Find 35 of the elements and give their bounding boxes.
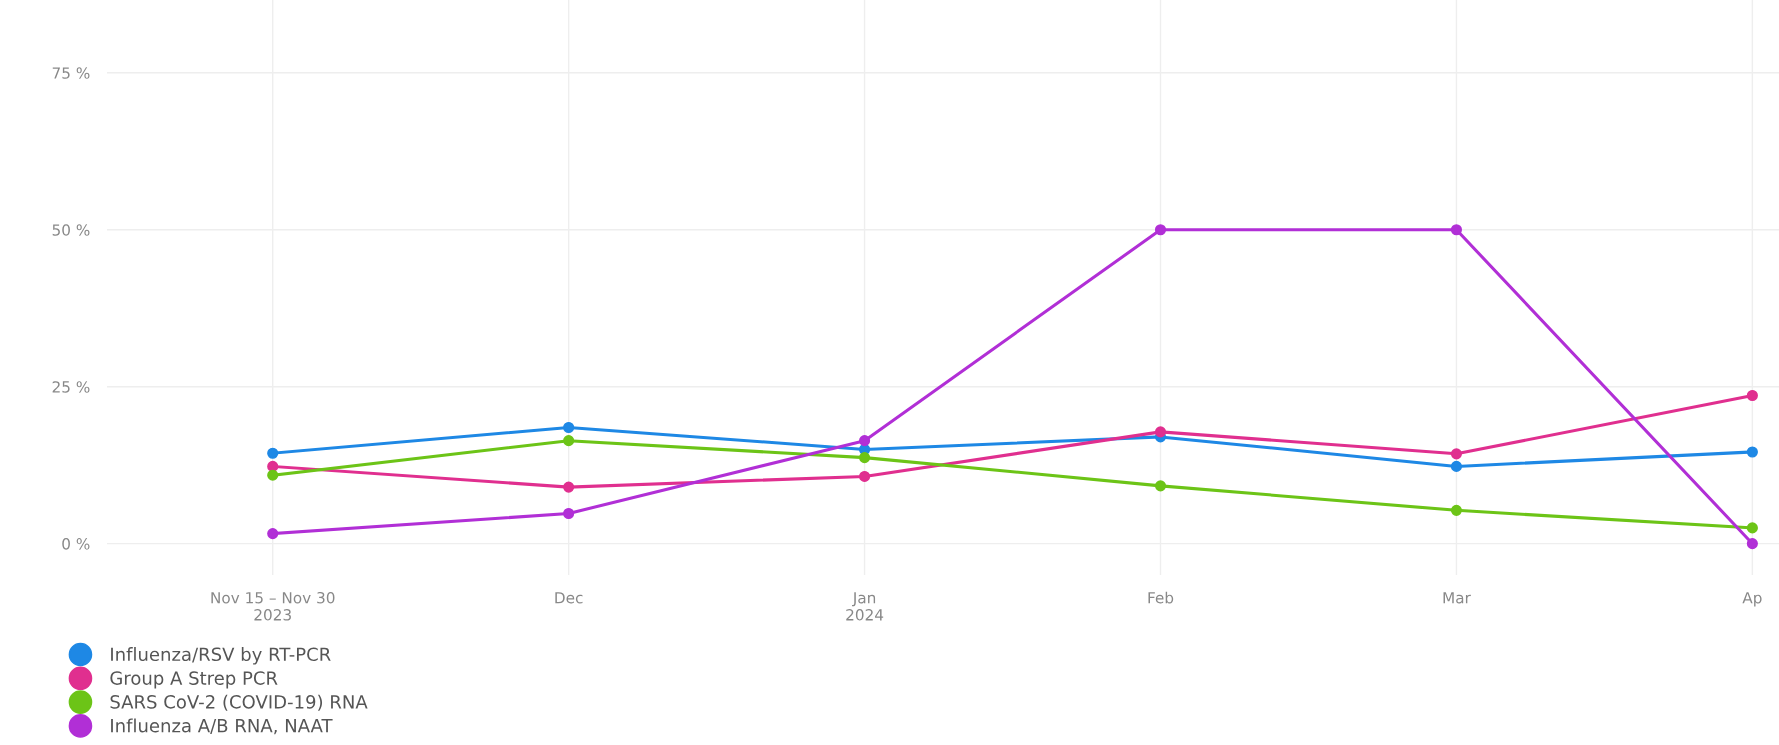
x-tick-label: Feb xyxy=(1148,591,1174,604)
legend-label: SARS CoV-2 (COVID-19) RNA xyxy=(110,694,368,711)
point xyxy=(563,481,575,493)
y-tick-label: 75 % xyxy=(52,67,90,79)
point xyxy=(563,421,575,434)
point xyxy=(1450,224,1462,236)
point xyxy=(1154,426,1167,438)
legend-label: Influenza A/B RNA, NAAT xyxy=(111,718,333,735)
point xyxy=(267,469,279,481)
point xyxy=(267,528,279,540)
x-tick-label: Dec xyxy=(555,592,583,604)
point xyxy=(1746,522,1758,534)
point xyxy=(1746,446,1758,458)
x-tick-label: Nov 15 – Nov 30 2023 xyxy=(211,591,335,621)
point xyxy=(1450,504,1462,516)
point xyxy=(859,435,871,447)
y-tick-label: 50 % xyxy=(52,224,90,236)
point xyxy=(1154,480,1167,492)
y-tick-label: 25 % xyxy=(52,381,90,393)
point xyxy=(859,452,871,464)
point xyxy=(1450,460,1462,472)
point xyxy=(1450,448,1462,460)
y-tick-label: 0 % xyxy=(62,538,90,550)
point xyxy=(1154,224,1167,236)
x-tick-label: Ap xyxy=(1742,592,1762,607)
legend-label: Influenza/RSV by RT-PCR xyxy=(111,647,331,665)
x-tick-label: Mar xyxy=(1443,592,1471,604)
point xyxy=(267,447,279,459)
x-tick-label: Jan 2024 xyxy=(846,592,884,621)
point xyxy=(563,435,575,447)
point xyxy=(1746,538,1758,550)
point xyxy=(859,470,871,483)
point xyxy=(1746,389,1758,402)
point xyxy=(563,507,575,520)
legend-label: Group A Strep PCR xyxy=(110,671,278,689)
